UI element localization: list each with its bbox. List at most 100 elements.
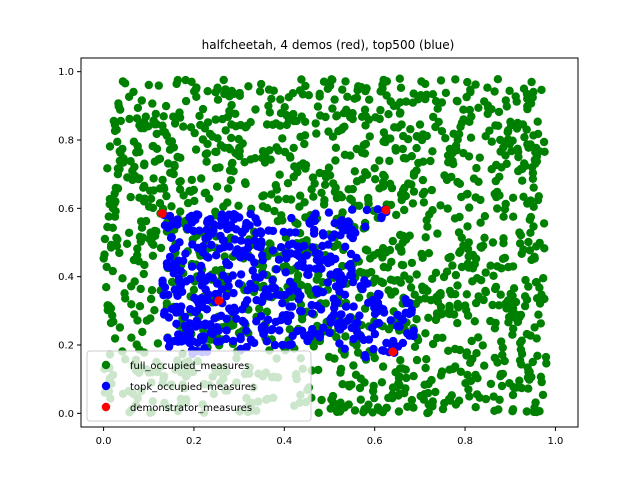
topk-occupied-point (195, 226, 204, 235)
topk-occupied-point (341, 302, 351, 311)
full-occupied-point (300, 131, 310, 140)
full-occupied-point (439, 272, 449, 282)
topk-occupied-point (222, 314, 231, 323)
full-occupied-point (396, 356, 405, 365)
full-occupied-point (449, 129, 458, 138)
full-occupied-point (317, 395, 326, 405)
full-occupied-point (481, 288, 491, 297)
full-occupied-point (415, 120, 425, 129)
full-occupied-point (511, 297, 521, 307)
full-occupied-point (423, 388, 433, 398)
full-occupied-point (409, 187, 419, 196)
full-occupied-point (533, 195, 543, 205)
full-occupied-point (536, 319, 545, 328)
full-occupied-point (198, 135, 208, 144)
full-occupied-point (518, 120, 528, 129)
topk-occupied-point (268, 226, 278, 236)
topk-occupied-point (270, 340, 280, 350)
full-occupied-point (132, 114, 142, 123)
topk-occupied-point (276, 243, 286, 252)
topk-occupied-point (287, 213, 296, 223)
full-occupied-point (300, 139, 309, 149)
full-occupied-point (466, 358, 475, 367)
full-occupied-point (341, 332, 350, 341)
full-occupied-point (320, 180, 330, 189)
full-occupied-point (100, 234, 110, 244)
full-occupied-point (135, 174, 144, 183)
topk-occupied-point (207, 240, 216, 250)
full-occupied-point (110, 198, 119, 208)
full-occupied-point (490, 406, 499, 415)
full-occupied-point (346, 194, 355, 203)
full-occupied-point (122, 239, 132, 248)
full-occupied-point (407, 395, 417, 405)
topk-occupied-point (237, 227, 246, 237)
topk-occupied-point (294, 261, 303, 270)
legend-label: demonstrator_measures (130, 403, 252, 414)
full-occupied-point (396, 278, 405, 287)
topk-occupied-point (243, 286, 252, 295)
topk-occupied-point (403, 329, 412, 338)
chart-title: halfcheetah, 4 demos (red), top500 (blue… (202, 38, 455, 52)
full-occupied-point (512, 383, 521, 392)
full-occupied-point (511, 92, 520, 101)
full-occupied-point (270, 206, 279, 216)
topk-occupied-point (330, 299, 340, 309)
full-occupied-point (365, 132, 374, 141)
full-occupied-point (255, 304, 264, 313)
full-occupied-point (404, 179, 413, 188)
topk-occupied-point (368, 323, 377, 333)
topk-occupied-point (232, 314, 241, 323)
full-occupied-point (152, 144, 162, 153)
full-occupied-point (503, 127, 512, 137)
full-occupied-point (212, 147, 221, 157)
full-occupied-point (456, 367, 466, 376)
full-occupied-point (259, 191, 269, 200)
topk-occupied-point (230, 235, 240, 244)
topk-occupied-point (183, 223, 192, 232)
full-occupied-point (396, 83, 406, 93)
full-occupied-point (203, 87, 212, 96)
legend: full_occupied_measures topk_occupied_meas… (86, 350, 312, 422)
full-occupied-point (379, 137, 388, 146)
x-tick-label: 0.6 (367, 436, 383, 447)
full-occupied-point (350, 167, 359, 176)
full-occupied-point (363, 405, 372, 414)
full-occupied-point (124, 228, 134, 237)
topk-occupied-point (251, 272, 260, 282)
topk-occupied-point (324, 208, 334, 217)
full-occupied-point (340, 403, 349, 412)
full-occupied-point (190, 128, 199, 138)
full-occupied-point (309, 192, 318, 201)
legend-marker (101, 381, 111, 391)
full-occupied-point (465, 105, 474, 115)
full-occupied-point (520, 292, 530, 301)
full-occupied-point (420, 284, 429, 293)
full-occupied-point (481, 394, 491, 404)
topk-occupied-point (169, 269, 178, 278)
topk-occupied-point (236, 236, 246, 245)
full-occupied-point (265, 239, 274, 248)
full-occupied-point (105, 142, 115, 151)
full-occupied-point (348, 184, 357, 194)
full-occupied-point (333, 111, 342, 120)
topk-occupied-point (306, 332, 315, 342)
full-occupied-point (533, 117, 542, 126)
topk-occupied-point (221, 215, 230, 224)
demonstrator-point (381, 205, 391, 215)
x-tick-label: 0.2 (186, 436, 202, 447)
full-occupied-point (213, 134, 222, 143)
topk-occupied-point (246, 209, 255, 219)
full-occupied-point (433, 312, 442, 321)
full-occupied-point (219, 75, 228, 85)
topk-occupied-point (348, 233, 357, 243)
full-occupied-point (328, 391, 338, 401)
full-occupied-point (326, 404, 335, 413)
topk-occupied-point (355, 311, 364, 320)
full-occupied-point (377, 378, 387, 387)
full-occupied-point (401, 97, 411, 106)
topk-occupied-point (176, 266, 185, 276)
full-occupied-point (466, 133, 476, 142)
full-occupied-point (265, 108, 274, 117)
full-occupied-point (499, 143, 508, 152)
